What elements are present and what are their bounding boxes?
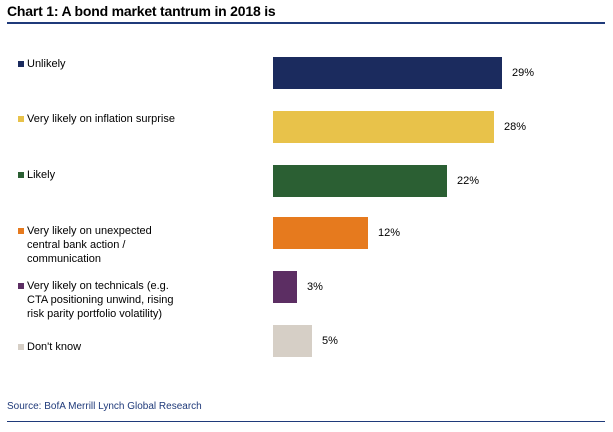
legend-label: Very likely on inflation surprise [27,112,237,126]
legend-label-line: Very likely on unexpected [27,225,152,237]
legend-label-line: CTA positioning unwind, rising [27,294,174,306]
source-rule [7,421,605,422]
bar [273,325,312,357]
bar-value-label: 29% [512,67,535,79]
legend-label-line: communication [27,253,101,265]
legend-swatch [18,116,24,122]
legend-label-line: Likely [27,169,56,181]
legend-label: Very likely on technicals (e.g. CTA posit… [27,279,237,321]
legend-label-line: Very likely on inflation surprise [27,113,175,125]
bar-value-label: 12% [378,227,401,239]
bar [273,57,502,89]
legend-swatch [18,172,24,178]
bar-value-label: 22% [457,175,480,187]
legend-label-line: Unlikely [27,58,66,70]
bar [273,271,297,303]
legend-label-line: central bank action / [27,239,126,251]
bar-value-label: 3% [307,281,323,293]
legend-label: Don't know [27,340,237,354]
legend-label-line: Don't know [27,341,82,353]
legend-label-line: Very likely on technicals (e.g. [27,280,169,292]
title-rule [7,22,605,24]
chart-title: Chart 1: A bond market tantrum in 2018 i… [7,3,276,19]
legend-label: Likely [27,168,237,182]
legend-label: Very likely on unexpected central bank ac… [27,224,237,266]
legend-label: Unlikely [27,57,237,71]
bar [273,165,447,197]
legend-label-line: risk parity portfolio volatility) [27,308,163,320]
legend-swatch [18,344,24,350]
bar [273,217,368,249]
legend-swatch [18,283,24,289]
bar [273,111,494,143]
bar-value-label: 5% [322,335,338,347]
bar-value-label: 28% [504,121,527,133]
source-note: Source: BofA Merrill Lynch Global Resear… [7,401,202,412]
legend-swatch [18,61,24,67]
legend-swatch [18,228,24,234]
